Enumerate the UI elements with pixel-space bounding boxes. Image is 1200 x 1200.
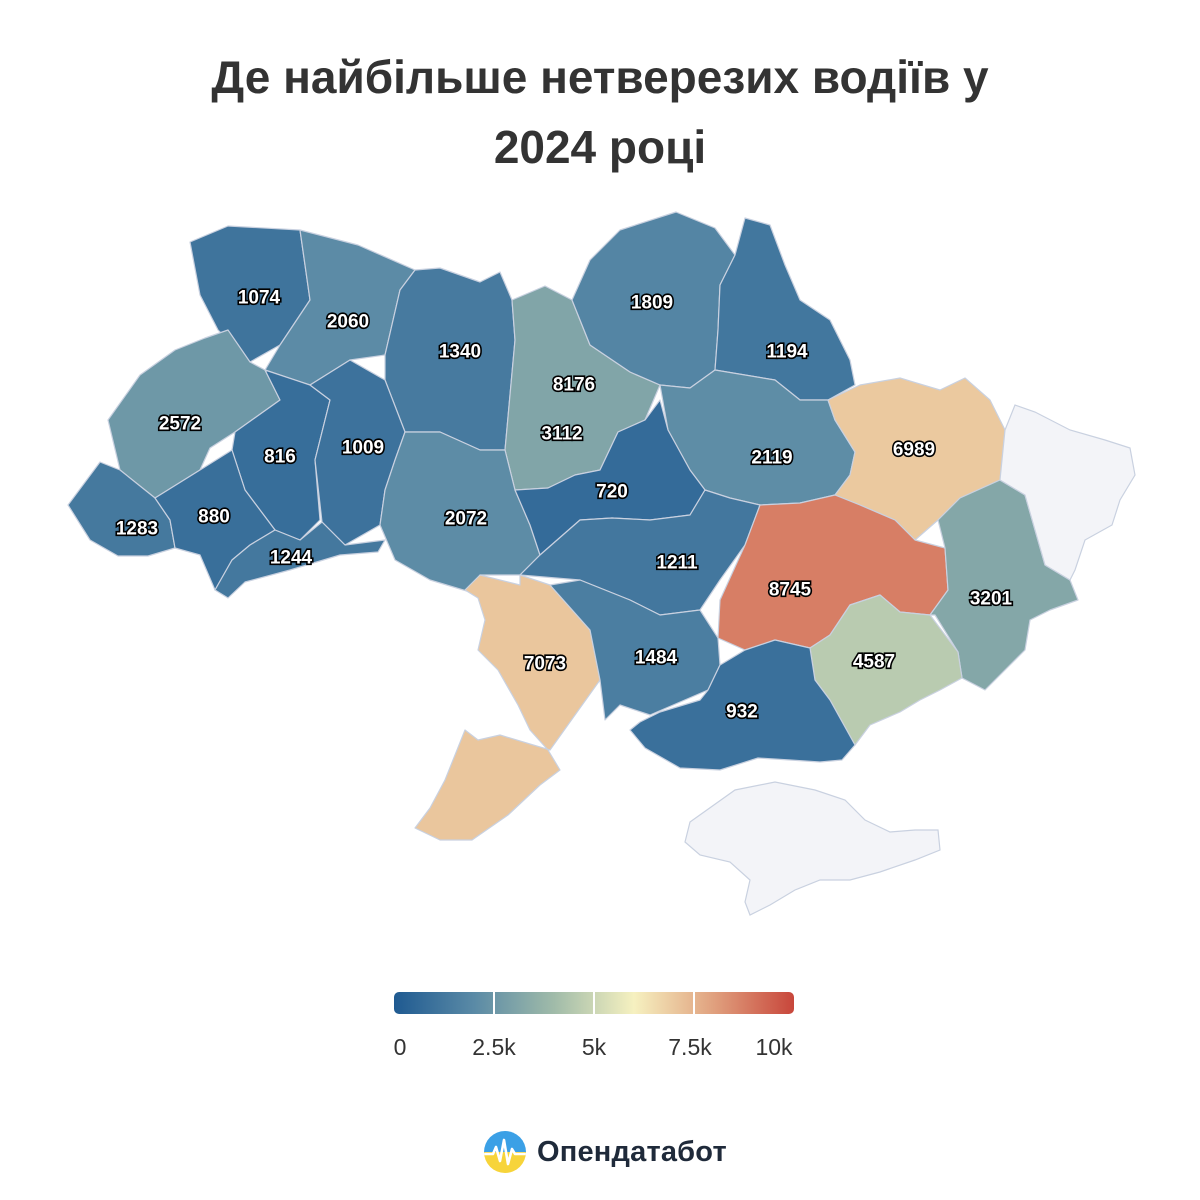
region-label-cherkasy: 720 (596, 482, 628, 503)
legend-tick-label: 2.5k (472, 1034, 516, 1060)
title-line-1: Де найбільше нетверезих водіїв у (211, 51, 989, 103)
region-label-vinnytsia: 2072 (445, 509, 487, 530)
region-kherson[interactable] (629, 639, 856, 771)
brand-footer: Опендатабот (483, 1128, 727, 1176)
region-label-khmelnytskyi: 1009 (342, 438, 384, 459)
legend-gradient-bar (394, 992, 794, 1014)
region-label-zaporizhzhia: 4587 (853, 652, 895, 673)
region-label-ternopil: 816 (264, 447, 296, 468)
region-label-volyn: 1074 (238, 288, 281, 309)
legend-separator (493, 992, 495, 1014)
page-title: Де найбільше нетверезих водіїв у 2024 ро… (0, 42, 1200, 182)
region-label-poltava: 2119 (751, 448, 792, 469)
region-label-chernihiv: 1809 (631, 293, 673, 314)
legend-separator (693, 992, 695, 1014)
region-label-rivne: 2060 (327, 312, 369, 333)
legend-tick-label: 7.5k (668, 1034, 712, 1060)
brand-name: Опендатабот (537, 1135, 727, 1168)
region-label-donetsk: 3201 (970, 589, 1013, 610)
region-vinnytsia[interactable] (379, 431, 541, 593)
region-label-sumy: 1194 (766, 342, 808, 363)
legend-tick-label: 10k (755, 1034, 793, 1060)
region-label-lviv: 2572 (159, 414, 201, 435)
region-label-odesa: 7073 (524, 654, 566, 675)
region-label-kherson: 932 (726, 702, 758, 723)
region-label-mykolaiv: 1484 (635, 648, 678, 669)
region-sumy[interactable] (714, 217, 856, 401)
region-label-ivano-frankivsk: 880 (198, 507, 230, 528)
region-luhansk[interactable] (999, 404, 1136, 581)
legend-tick-label: 5k (581, 1034, 607, 1060)
legend-tick-label: 0 (393, 1034, 407, 1060)
title-line-2: 2024 році (493, 121, 707, 173)
region-label-kyiv-oblast: 3112 (541, 424, 582, 445)
legend-separator (593, 992, 595, 1014)
region-label-kyiv-city: 8176 (553, 375, 595, 396)
sun-wave-logo-icon (484, 1131, 526, 1173)
region-label-chernivtsi: 1244 (270, 548, 313, 569)
region-label-kharkiv: 6989 (893, 440, 935, 461)
color-legend: 0 2.5k 5k 7.5k 10k (394, 992, 794, 1060)
region-label-kirovohrad: 1211 (656, 553, 698, 574)
region-odesa[interactable] (414, 574, 601, 841)
region-label-dnipropetrovsk: 8745 (769, 580, 812, 601)
region-label-zhytomyr: 1340 (439, 342, 481, 363)
region-chernivtsi[interactable] (214, 521, 386, 599)
region-label-zakarpattia: 1283 (116, 519, 158, 540)
region-crimea[interactable] (684, 781, 941, 916)
